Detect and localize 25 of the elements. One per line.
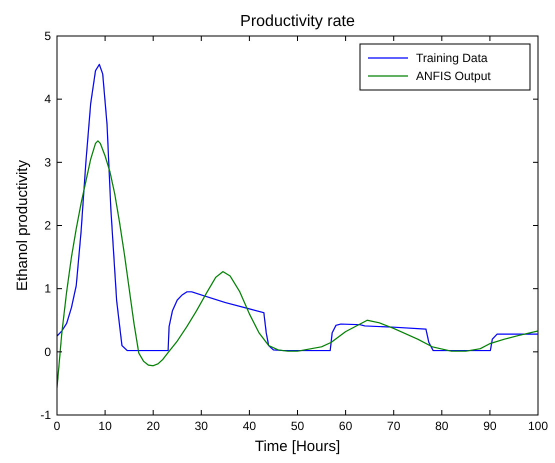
x-tick-label: 10 [98, 419, 112, 433]
y-tick-label: 5 [44, 29, 52, 43]
x-tick-label: 50 [290, 419, 304, 433]
y-tick-label: -1 [40, 408, 52, 422]
line-series [57, 64, 538, 352]
line-series [57, 140, 538, 388]
y-tick-label: 1 [44, 282, 52, 296]
x-tick-label: 20 [146, 419, 160, 433]
x-tick-label: 30 [194, 419, 208, 433]
x-tick-label: 90 [483, 419, 497, 433]
y-tick-label: 3 [44, 155, 52, 170]
x-axis-title: Time [Hours] [254, 438, 340, 455]
x-tick-label: 60 [338, 419, 353, 433]
y-tick-label: 2 [44, 218, 52, 232]
x-tick-label: 40 [242, 419, 256, 433]
chart-title: Productivity rate [240, 13, 355, 30]
legend-label: Training Data [416, 51, 488, 65]
y-tick-label: 0 [44, 344, 52, 359]
y-axis-title: Ethanol productivity [14, 160, 31, 291]
legend-label: ANFIS Output [416, 69, 492, 83]
x-tick-label: 70 [387, 419, 401, 433]
x-tick-label: 100 [528, 419, 548, 433]
x-tick-label: 0 [54, 419, 61, 433]
x-tick-label: 80 [435, 419, 449, 433]
y-tick-label: 4 [44, 92, 52, 106]
